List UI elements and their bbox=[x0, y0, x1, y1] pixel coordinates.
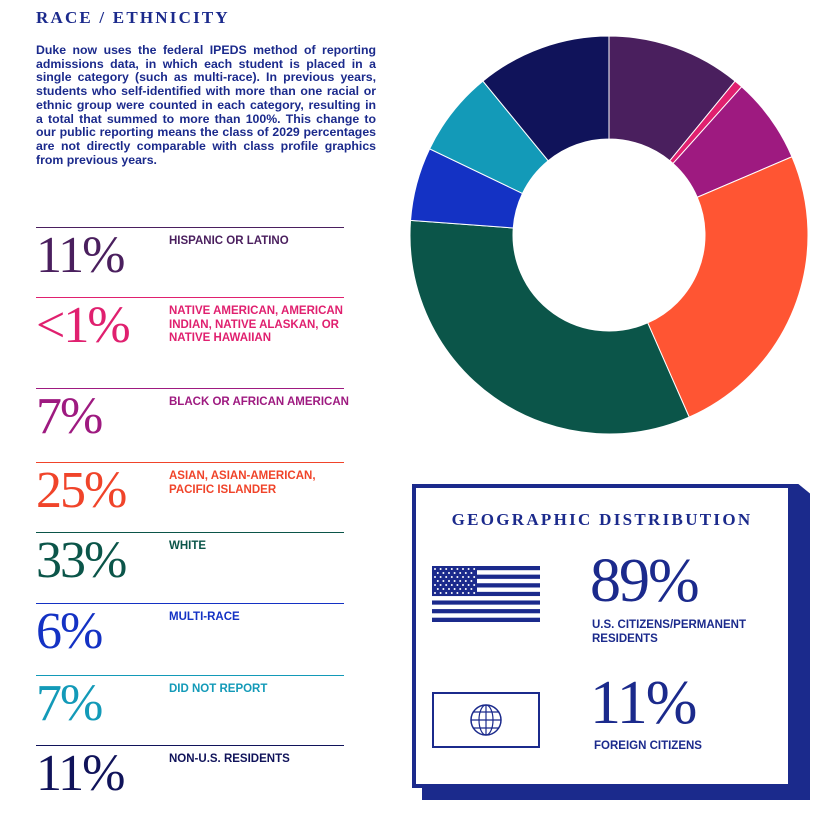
stat-label: NON-U.S. RESIDENTS bbox=[169, 753, 290, 765]
us-label: U.S. CITIZENS/PERMANENT RESIDENTS bbox=[592, 619, 746, 645]
geo-box: GEOGRAPHIC DISTRIBUTION 89% U.S. CITIZEN… bbox=[412, 484, 792, 788]
stat-label: HISPANIC OR LATINO bbox=[169, 235, 289, 247]
stat-label: NATIVE AMERICAN, AMERICAN INDIAN, NATIVE… bbox=[169, 305, 343, 344]
stat-row: 11% NON-U.S. RESIDENTS bbox=[36, 745, 344, 800]
stat-label: DID NOT REPORT bbox=[169, 683, 268, 695]
stat-percent: 6% bbox=[36, 603, 103, 660]
stat-row: 25% ASIAN, ASIAN-AMERICAN, PACIFIC ISLAND… bbox=[36, 462, 344, 517]
stat-percent: 33% bbox=[36, 532, 127, 589]
donut-slice bbox=[409, 219, 690, 435]
stat-percent: 11% bbox=[36, 745, 125, 802]
stat-percent: 7% bbox=[36, 675, 103, 732]
foreign-percent: 11% bbox=[590, 669, 697, 737]
foreign-label: FOREIGN CITIZENS bbox=[594, 740, 702, 752]
globe-flag-icon bbox=[432, 692, 540, 748]
donut-slice bbox=[647, 156, 809, 418]
stat-label: MULTI-RACE bbox=[169, 611, 240, 623]
stat-percent: 11% bbox=[36, 227, 125, 284]
stat-percent: <1% bbox=[36, 297, 131, 354]
stat-label: BLACK OR AFRICAN AMERICAN bbox=[169, 396, 349, 408]
stat-percent: 7% bbox=[36, 388, 103, 445]
us-flag-icon bbox=[432, 566, 540, 622]
stat-label: WHITE bbox=[169, 540, 207, 552]
intro-text: Duke now uses the federal IPEDS method o… bbox=[36, 43, 376, 167]
stat-row: 11% HISPANIC OR LATINO bbox=[36, 227, 344, 282]
section-title: RACE / ETHNICITY bbox=[36, 8, 230, 27]
stat-label: ASIAN, ASIAN-AMERICAN, PACIFIC ISLANDER bbox=[169, 470, 316, 496]
donut-slice bbox=[482, 35, 610, 162]
stat-row: 33% WHITE bbox=[36, 532, 344, 587]
stat-row: 7% BLACK OR AFRICAN AMERICAN bbox=[36, 388, 349, 443]
geo-title: GEOGRAPHIC DISTRIBUTION bbox=[451, 510, 753, 529]
stat-percent: 25% bbox=[36, 462, 127, 519]
stat-row: <1% NATIVE AMERICAN, AMERICAN INDIAN, NAT… bbox=[36, 297, 344, 352]
stat-row: 6% MULTI-RACE bbox=[36, 603, 344, 658]
us-percent: 89% bbox=[590, 547, 700, 615]
stat-row: 7% DID NOT REPORT bbox=[36, 675, 344, 730]
